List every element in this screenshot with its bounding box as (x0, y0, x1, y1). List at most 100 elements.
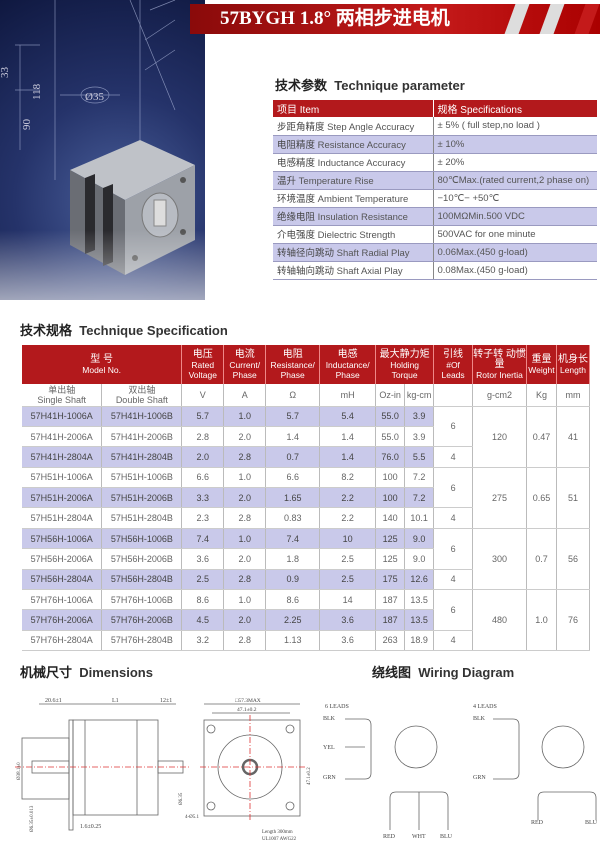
cell-torque-ozin: 187 (375, 589, 406, 611)
cell-torque-kgcm: 9.0 (404, 548, 435, 570)
spec-row: 57H41H-2006A 57H41H-2006B 2.8 2.0 1.4 1.4 55.0… (22, 426, 590, 448)
parameter-row: 环境温度 Ambient Temperature −10℃− +50℃ (273, 189, 597, 208)
unit-ozin: Oz-in (375, 384, 406, 407)
lead-yel: YEL (323, 745, 335, 751)
cell-inductance: 5.4 (319, 406, 377, 427)
parameter-value: 500VAC for one minute (433, 225, 597, 244)
parameter-value: ± 20% (433, 153, 597, 172)
unit-kgcm: kg-cm (404, 384, 435, 407)
unit-single-shaft: 单出轴 Single Shaft (22, 384, 103, 407)
header-resistance: 电阻 Resistance/ Phase (265, 345, 321, 384)
cell-inertia: 300 (472, 528, 527, 591)
cell-torque-ozin: 175 (375, 569, 406, 591)
cell-model-double: 57H51H-2006B (101, 487, 183, 509)
cell-resistance: 0.9 (265, 569, 321, 591)
cell-current: 2.0 (223, 609, 267, 631)
parameter-row: 转轴轴向跳动 Shaft Axial Play 0.08Max.(450 g-lo… (273, 261, 597, 280)
parameter-name: 绝缘电阻 Insulation Resistance (273, 207, 434, 226)
unit-weight: Kg (526, 384, 557, 407)
unit-row: 单出轴 Single Shaft 双出轴 Double Shaft V A Ω mH… (22, 384, 591, 407)
cell-inductance: 2.2 (319, 507, 377, 529)
parameter-row: 电阻精度 Resistance Accuracy ± 10% (273, 135, 597, 154)
dim-label: 33 (0, 67, 11, 79)
specification-table: 型 号 Model No. 电压 Rated Voltage 电流 Current/ … (22, 345, 591, 652)
parameter-value: 0.08Max.(450 g-load) (433, 261, 597, 280)
dim-shaft-length: 20.6±1 (45, 698, 62, 704)
dim-wire-length: Length 300mm (262, 830, 293, 835)
dim-rear-diameter: Ø6.35 (179, 792, 184, 805)
spec-row: 57H76H-2804A 57H76H-2804B 3.2 2.8 1.13 3.6 263… (22, 630, 590, 652)
side-view-drawing (15, 703, 190, 831)
cell-torque-kgcm: 18.9 (404, 630, 435, 652)
cell-model-double: 57H56H-2804B (101, 569, 183, 591)
cell-inductance: 1.4 (319, 426, 377, 448)
wiring-4-leads (493, 718, 597, 820)
header-model: 型 号 Model No. (22, 345, 183, 384)
lead-red: RED (531, 820, 544, 826)
unit-mh: mH (319, 384, 377, 407)
dim-label: 90 (21, 119, 33, 131)
cell-torque-kgcm: 7.2 (404, 487, 435, 509)
cell-torque-ozin: 55.0 (375, 426, 406, 448)
lead-red: RED (383, 834, 396, 840)
header-current: 电流 Current/ Phase (223, 345, 267, 384)
wiring-6-title: 6 LEADS (325, 704, 349, 710)
parameter-table: 项目 Item 规格 Specifications 步距角精度 Step Angl… (273, 100, 597, 280)
cell-current: 2.8 (223, 446, 267, 468)
cell-weight: 0.65 (526, 467, 557, 529)
unit-length: mm (556, 384, 591, 407)
parameter-row: 温升 Temperature Rise 80℃Max.(rated current… (273, 171, 597, 190)
cell-voltage: 3.3 (181, 487, 225, 509)
cell-inertia: 275 (472, 467, 527, 529)
cell-torque-ozin: 125 (375, 528, 406, 550)
parameter-row: 绝缘电阻 Insulation Resistance 100MΩMin.500 V… (273, 207, 597, 226)
spec-row: 57H56H-2006A 57H56H-2006B 3.6 2.0 1.8 2.5 125 9… (22, 548, 590, 570)
parameter-name: 介电强度 Dielectric Strength (273, 225, 434, 244)
cell-voltage: 2.8 (181, 426, 225, 448)
cell-weight: 0.47 (526, 406, 557, 468)
parameter-name: 步距角精度 Step Angle Accuracy (273, 117, 434, 136)
cell-inductance: 8.2 (319, 467, 377, 489)
cell-current: 2.0 (223, 487, 267, 509)
parameter-name: 电感精度 Inductance Accuracy (273, 153, 434, 172)
wiring-diagram-heading: 绕线图 Wiring Diagram (372, 665, 515, 680)
cell-inductance: 10 (319, 528, 377, 550)
cell-model-double: 57H76H-1006B (101, 589, 183, 611)
cell-leads: 6 (433, 528, 474, 570)
spec-row: 57H56H-2804A 57H56H-2804B 2.5 2.8 0.9 2.5 175 1… (22, 569, 590, 591)
cell-torque-kgcm: 7.2 (404, 467, 435, 489)
cell-model-double: 57H56H-1006B (101, 528, 183, 550)
cell-current: 2.8 (223, 569, 267, 591)
cell-leads: 4 (433, 446, 474, 468)
cell-resistance: 5.7 (265, 406, 321, 427)
cell-resistance: 1.13 (265, 630, 321, 652)
cell-torque-ozin: 100 (375, 487, 406, 509)
spec-row: 57H76H-1006A 57H76H-1006B 8.6 1.0 8.6 14 187 13… (22, 589, 591, 652)
parameter-value: 80℃Max.(rated current,2 phase on) (433, 171, 597, 190)
spec-row: 57H56H-1006A 57H56H-1006B 7.4 1.0 7.4 10 125 9.… (22, 528, 591, 591)
cell-leads: 4 (433, 507, 474, 529)
cell-torque-kgcm: 13.5 (404, 589, 435, 611)
cell-model-double: 57H51H-2804B (101, 507, 183, 529)
cell-torque-kgcm: 10.1 (404, 507, 435, 529)
cell-length: 56 (556, 528, 591, 591)
header-length: 机身长 Length (556, 345, 591, 384)
parameter-row: 转轴径向跳动 Shaft Radial Play 0.06Max.(450 g-l… (273, 243, 597, 262)
dim-rear: 12±1 (160, 698, 172, 704)
spec-header-row: 型 号 Model No. 电压 Rated Voltage 电流 Current/ … (22, 345, 591, 384)
spec-row: 57H41H-1006A 57H41H-1006B 5.7 1.0 5.7 5.4 55.0… (22, 406, 591, 468)
cell-weight: 1.0 (526, 589, 557, 652)
cell-leads: 6 (433, 406, 474, 448)
dim-hole-diameter: 4-Ø5.1 (185, 815, 200, 820)
parameter-header-row: 项目 Item 规格 Specifications (273, 100, 597, 117)
unit-v: V (181, 384, 225, 407)
cell-model-single: 57H56H-2804A (22, 569, 103, 591)
cell-model-single: 57H56H-1006A (22, 528, 103, 550)
unit-a: A (223, 384, 267, 407)
cell-voltage: 7.4 (181, 528, 225, 550)
cell-inertia: 120 (472, 406, 527, 468)
cell-leads: 6 (433, 589, 474, 631)
cell-inductance: 1.4 (319, 446, 377, 468)
cell-current: 2.0 (223, 426, 267, 448)
cell-model-single: 57H41H-2804A (22, 446, 103, 468)
